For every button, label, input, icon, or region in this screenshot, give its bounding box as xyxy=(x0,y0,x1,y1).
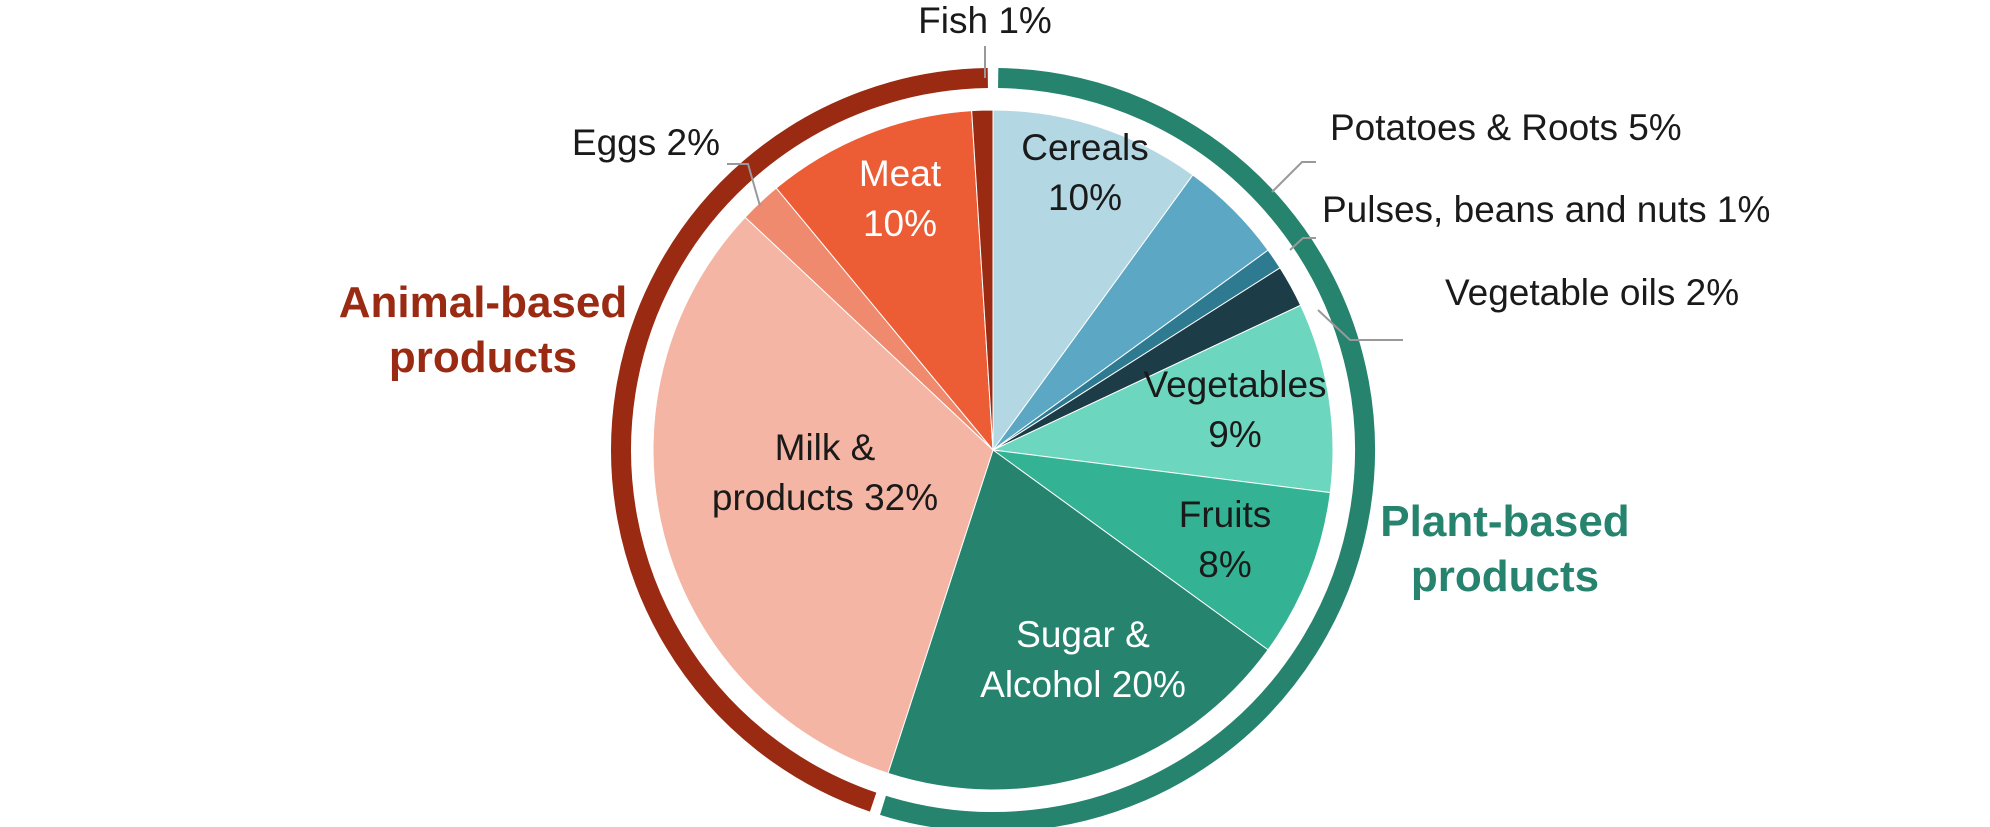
label-line-milk-products-0: Milk & xyxy=(775,427,876,468)
label-vegetables: Vegetables 9% xyxy=(1143,364,1326,455)
leader-potatoes-roots xyxy=(1271,161,1316,193)
leader-vegetable-oils xyxy=(1317,309,1403,341)
label-line-milk-products-1: products 32% xyxy=(712,477,938,518)
label-line-pulses-beans-and-nuts-0: Pulses, beans and nuts 1% xyxy=(1322,189,1770,230)
label-milk-products: Milk & products 32% xyxy=(712,427,938,518)
label-line-meat-1: 10% xyxy=(863,203,937,244)
ring-plant-based xyxy=(880,68,1375,827)
label-line-vegetable-oils-0: Vegetable oils 2% xyxy=(1445,272,1739,313)
label-potatoes-roots: Potatoes & Roots 5% xyxy=(1330,107,1682,148)
label-fish: Fish 1% xyxy=(918,0,1052,41)
label-fruits: Fruits 8% xyxy=(1179,494,1272,585)
label-pulses-beans-and-nuts: Pulses, beans and nuts 1% xyxy=(1322,189,1770,230)
label-line-sugar-alcohol-0: Sugar & xyxy=(1016,614,1150,655)
slice-sugar-alcohol xyxy=(887,449,1269,791)
leader-eggs xyxy=(727,163,761,207)
label-line-potatoes-roots-0: Potatoes & Roots 5% xyxy=(1330,107,1682,148)
label-line-cereals-1: 10% xyxy=(1048,177,1122,218)
ring-animal-based xyxy=(611,68,988,812)
group-label-line-plant-based-products-1: products xyxy=(1411,552,1599,601)
group-label-line-plant-based-products-0: Plant-based xyxy=(1380,497,1629,546)
label-line-cereals-0: Cereals xyxy=(1021,127,1149,168)
label-line-fruits-0: Fruits xyxy=(1179,494,1272,535)
slice-fish xyxy=(971,109,994,451)
label-line-meat-0: Meat xyxy=(859,153,942,194)
group-label-line-animal-based-products-1: products xyxy=(389,333,577,382)
label-vegetable-oils: Vegetable oils 2% xyxy=(1445,272,1739,313)
leader-pulses-beans-and-nuts xyxy=(1289,237,1316,251)
label-line-eggs-0: Eggs 2% xyxy=(572,122,720,163)
label-sugar-alcohol: Sugar & Alcohol 20% xyxy=(980,614,1186,705)
label-meat: Meat 10% xyxy=(859,153,942,244)
label-line-vegetables-0: Vegetables xyxy=(1143,364,1326,405)
group-rings xyxy=(611,68,1375,827)
label-eggs: Eggs 2% xyxy=(572,122,720,163)
slice-milk-products xyxy=(652,216,994,774)
slice-cereals xyxy=(992,109,1194,452)
slice-fruits xyxy=(992,449,1331,651)
label-line-fruits-1: 8% xyxy=(1198,544,1251,585)
label-cereals: Cereals 10% xyxy=(1021,127,1149,218)
group-label-plant-based-products: Plant-based products xyxy=(1380,497,1629,601)
group-label-animal-based-products: Animal-based products xyxy=(339,278,628,382)
leader-lines xyxy=(727,46,1403,341)
slice-labels: Cereals 10% Potatoes & Roots 5% Pulses, bea… xyxy=(572,0,1771,705)
slice-vegetables xyxy=(991,304,1334,494)
label-line-vegetables-1: 9% xyxy=(1208,414,1261,455)
group-label-line-animal-based-products-0: Animal-based xyxy=(339,278,628,327)
group-labels: Animal-based products Plant-based products xyxy=(339,278,1630,601)
label-line-sugar-alcohol-1: Alcohol 20% xyxy=(980,664,1186,705)
label-line-fish-0: Fish 1% xyxy=(918,0,1052,41)
pie-slices xyxy=(652,109,1334,791)
slice-meat xyxy=(775,110,994,452)
